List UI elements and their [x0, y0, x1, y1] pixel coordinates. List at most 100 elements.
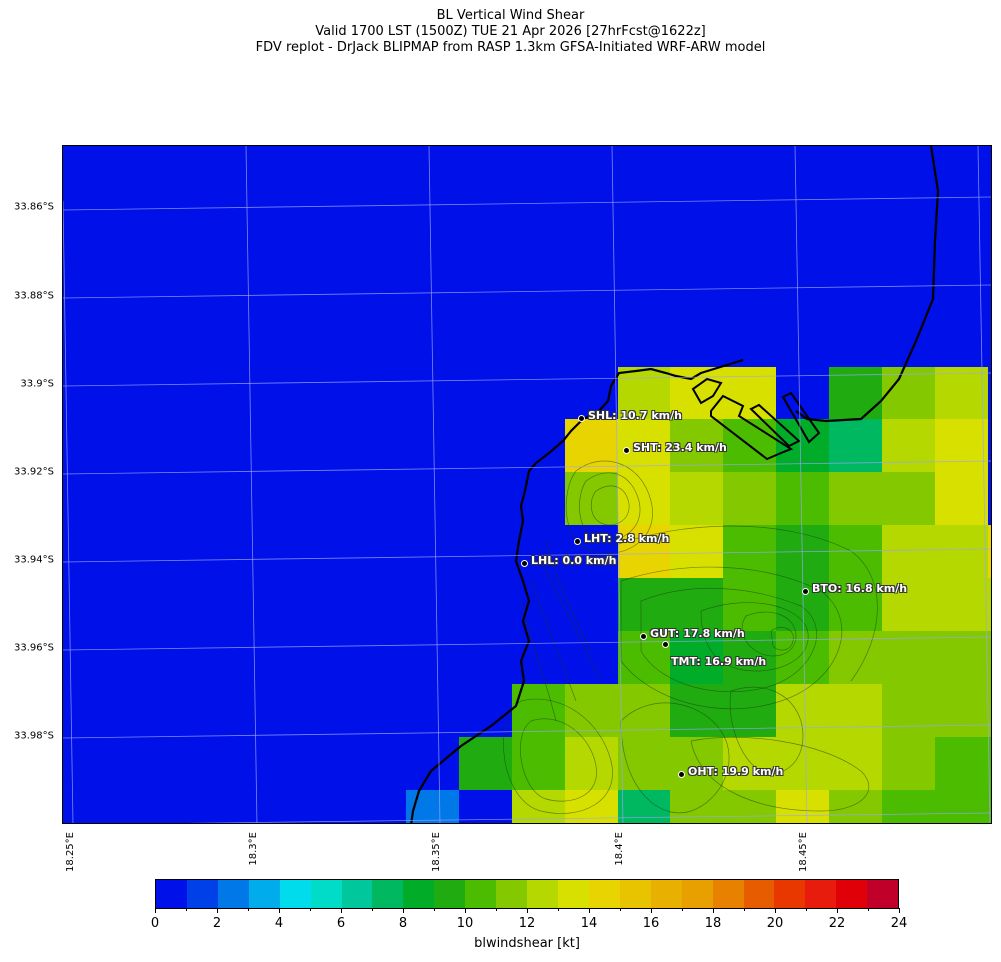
latitude-tick-label: 33.94°S	[14, 554, 54, 566]
heatmap-cell	[670, 578, 724, 632]
longitude-tick-label: 18.25°E	[65, 832, 76, 872]
colorbar-title: blwindshear [kt]	[474, 936, 580, 951]
colorbar-tick-label: 14	[580, 916, 598, 931]
heatmap-cell	[829, 684, 883, 738]
heatmap-cell	[988, 525, 991, 579]
heatmap-cell	[512, 737, 566, 791]
heatmap-cell	[670, 737, 724, 791]
map-plot-area[interactable]	[62, 145, 992, 824]
heatmap-cell	[776, 790, 830, 823]
station-marker-oht[interactable]	[677, 770, 685, 778]
colorbar-tick-mark	[713, 908, 714, 913]
station-label-lht: LHT: 2.8 km/h	[584, 532, 670, 545]
coastline	[410, 146, 940, 823]
colorbar-tick-mark	[155, 908, 156, 913]
heatmap-cell	[459, 737, 513, 791]
title-line-2: Valid 1700 LST (1500Z) TUE 21 Apr 2026 […	[315, 24, 706, 39]
heatmap-cell	[882, 367, 936, 421]
heatmap-cell	[882, 472, 936, 526]
station-marker-sht[interactable]	[622, 446, 630, 454]
heatmap-cell	[829, 578, 883, 632]
colorbar-segment	[434, 880, 466, 908]
heatmap-cell	[723, 790, 777, 823]
heatmap-cell	[670, 419, 724, 473]
colorbar-tick-mark	[310, 908, 311, 911]
heatmap-cell	[988, 472, 991, 526]
heatmap-cell	[618, 525, 672, 579]
colorbar-segment	[496, 880, 528, 908]
station-marker-lht[interactable]	[573, 537, 581, 545]
colorbar-tick-label: 22	[828, 916, 846, 931]
heatmap-cell	[829, 525, 883, 579]
colorbar-tick-mark	[372, 908, 373, 911]
colorbar-tick-label: 18	[704, 916, 722, 931]
colorbar-segment	[681, 880, 713, 908]
heatmap-cell	[935, 419, 989, 473]
heatmap-cell	[829, 631, 883, 685]
colorbar-segment	[712, 880, 744, 908]
latitude-tick-label: 33.86°S	[14, 201, 54, 213]
colorbar-segment	[867, 880, 899, 908]
colorbar-tick-label: 0	[150, 916, 160, 931]
colorbar-tick-mark	[527, 908, 528, 913]
heatmap-cell	[935, 367, 989, 421]
colorbar-segment	[372, 880, 404, 908]
station-label-gut: GUT: 17.8 km/h	[650, 627, 745, 640]
graticule	[63, 146, 991, 823]
heatmap-cell	[882, 419, 936, 473]
longitude-tick-label: 18.45°E	[798, 832, 809, 872]
latitude-tick-label: 33.98°S	[14, 730, 54, 742]
colorbar-tick-label: 10	[456, 916, 474, 931]
heatmap-cell	[829, 737, 883, 791]
station-marker-lhl[interactable]	[520, 559, 528, 567]
colorbar-tick-mark	[558, 908, 559, 911]
heatmap-cell	[565, 684, 619, 738]
colorbar-segment	[588, 880, 620, 908]
colorbar-segment	[217, 880, 249, 908]
colorbar-tick-label: 6	[336, 916, 346, 931]
colorbar-tick-mark	[806, 908, 807, 911]
colorbar-segment	[527, 880, 558, 908]
heatmap-cell	[882, 631, 936, 685]
colorbar-segment	[557, 880, 589, 908]
colorbar-tick-mark	[496, 908, 497, 911]
heatmap-cell	[882, 790, 936, 823]
station-marker-tmt[interactable]	[661, 640, 669, 648]
harbour-breakwaters	[691, 377, 821, 461]
terrain-contours	[503, 460, 878, 814]
heatmap-cell	[618, 631, 672, 685]
heatmap-cell	[988, 578, 991, 632]
latitude-tick-label: 33.96°S	[14, 642, 54, 654]
heatmap-cell	[618, 737, 672, 791]
colorbar-tick-label: 12	[518, 916, 536, 931]
colorbar-segment	[650, 880, 682, 908]
heatmap-cell	[618, 790, 672, 823]
heatmap-cell	[988, 684, 991, 738]
colorbar-segment	[248, 880, 280, 908]
station-marker-bto[interactable]	[801, 587, 809, 595]
colorbar-segment	[156, 880, 187, 908]
heatmap-cell	[988, 737, 991, 791]
heatmap-cell	[935, 631, 989, 685]
station-marker-shl[interactable]	[577, 414, 585, 422]
colorbar-tick-mark	[868, 908, 869, 911]
station-marker-gut[interactable]	[639, 632, 647, 640]
heatmap-cell	[829, 419, 883, 473]
longitude-tick-label: 18.4°E	[614, 832, 625, 866]
longitude-tick-label: 18.3°E	[248, 832, 259, 866]
colorbar-tick-label: 4	[274, 916, 284, 931]
title-line-1: BL Vertical Wind Shear	[436, 8, 585, 23]
heatmap-cell	[935, 525, 989, 579]
heatmap-cell	[723, 472, 777, 526]
colorbar-segment	[805, 880, 837, 908]
heatmap-cell	[776, 737, 830, 791]
heatmap-cell	[618, 684, 672, 738]
colorbar-tick-mark	[775, 908, 776, 913]
longitude-tick-label: 18.35°E	[431, 832, 442, 872]
colorbar-tick-mark	[620, 908, 621, 911]
title-line-3: FDV replot - DrJack BLIPMAP from RASP 1.…	[255, 40, 766, 55]
station-label-shl: SHL: 10.7 km/h	[588, 409, 682, 422]
colorbar-tick-mark	[248, 908, 249, 911]
heatmap-cell	[565, 790, 619, 823]
heatmap-cell	[723, 737, 777, 791]
